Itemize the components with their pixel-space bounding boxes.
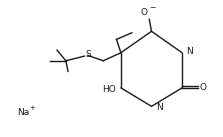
Text: O: O — [200, 83, 207, 92]
Text: S: S — [85, 50, 91, 59]
Text: N: N — [186, 47, 192, 56]
Text: O: O — [140, 8, 147, 17]
Text: HO: HO — [102, 85, 116, 94]
Text: +: + — [30, 105, 35, 111]
Text: Na: Na — [17, 108, 29, 117]
Text: N: N — [156, 103, 163, 112]
Text: −: − — [149, 4, 156, 13]
